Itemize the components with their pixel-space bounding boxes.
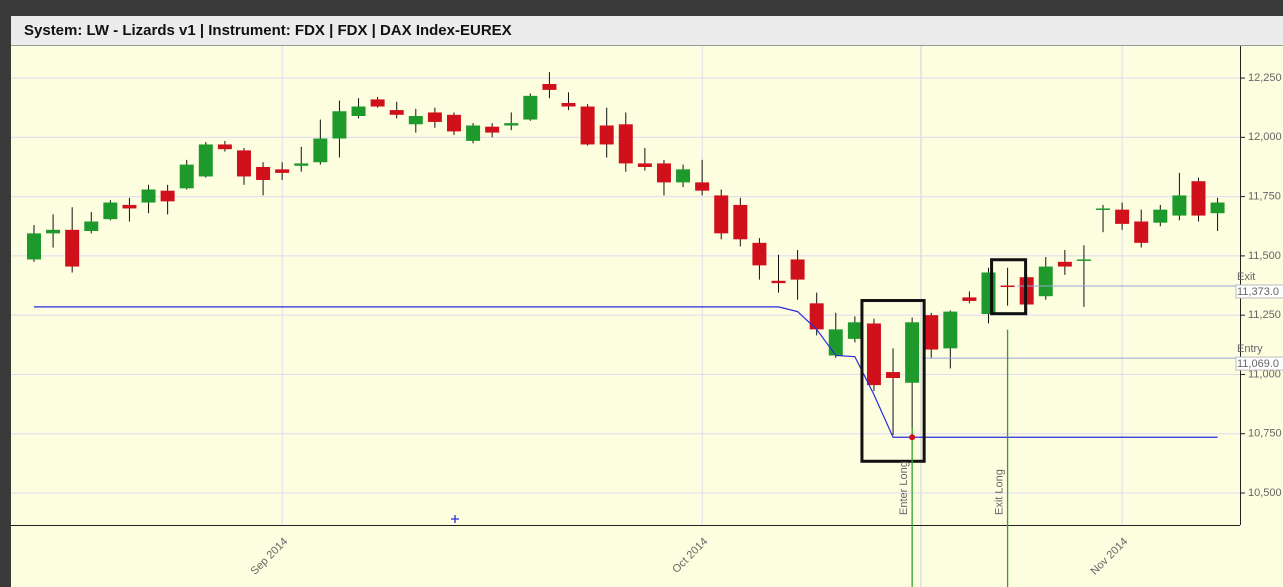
y-tick-label: 11,750	[1248, 191, 1281, 203]
level-name: Entry	[1237, 343, 1263, 355]
candle-body	[790, 259, 805, 280]
candle-body	[217, 144, 232, 150]
candle-body	[1038, 266, 1053, 297]
candle-body	[809, 303, 824, 330]
chart-bg	[11, 16, 1283, 587]
signal-label: Enter Long	[898, 461, 910, 515]
candle-body	[523, 95, 538, 120]
y-tick-label: 11,500	[1248, 250, 1281, 262]
candle-body	[122, 204, 137, 209]
candle-body	[676, 169, 691, 183]
candle-body	[618, 124, 633, 164]
y-tick-label: 12,250	[1248, 72, 1282, 84]
candle-body	[962, 297, 977, 301]
candle-body	[485, 126, 500, 133]
candle-body	[1076, 259, 1091, 261]
candle-body	[828, 329, 843, 356]
candle-body	[65, 229, 80, 267]
y-tick-label: 10,750	[1248, 428, 1282, 440]
candle-body	[714, 195, 729, 234]
candle-body	[847, 322, 862, 339]
y-tick-label: 11,000	[1248, 368, 1281, 380]
candle-body	[1057, 261, 1072, 267]
level-box	[1235, 356, 1283, 371]
candle-body	[256, 166, 271, 181]
candle-body	[886, 372, 901, 378]
candle-body	[1134, 221, 1149, 243]
candle-body	[695, 182, 710, 191]
signal-label: Exit Long	[993, 469, 1005, 515]
entry-dot	[909, 434, 916, 441]
candle-body	[1210, 202, 1225, 214]
y-tick-label: 10,500	[1248, 487, 1282, 499]
candle-body	[1115, 209, 1130, 224]
candle-body	[446, 114, 461, 132]
candle-body	[924, 315, 939, 350]
signal-box	[990, 258, 1028, 316]
candle-body	[46, 229, 61, 234]
level-box	[1235, 284, 1283, 299]
candle-body	[656, 163, 671, 183]
candle-body	[752, 242, 767, 266]
level-value: 11,069.0	[1237, 358, 1279, 370]
candle-body	[580, 106, 595, 145]
candle-body	[1096, 208, 1111, 210]
candle-body	[943, 311, 958, 349]
cursor-cross	[451, 515, 459, 523]
candle-body	[26, 233, 41, 260]
candle-body	[466, 125, 481, 141]
candle-body	[160, 190, 175, 202]
candle-body	[1191, 181, 1206, 216]
chart-title: System: LW - Lizards v1 | Instrument: FD…	[24, 22, 512, 39]
candle-body	[504, 123, 519, 126]
y-tick-label: 12,000	[1248, 131, 1282, 143]
candle-body	[198, 144, 213, 177]
signal-box	[860, 299, 926, 463]
candle-body	[141, 189, 156, 203]
candle-body	[294, 163, 309, 166]
candle-body	[351, 106, 366, 116]
candle-body	[733, 204, 748, 240]
candle-body	[1172, 195, 1187, 216]
candle-body	[637, 163, 652, 167]
candle-body	[103, 202, 118, 220]
candle-body	[332, 111, 347, 139]
candle-body	[905, 322, 920, 383]
level-value: 11,373.0	[1237, 286, 1279, 298]
candle-body	[599, 125, 614, 145]
candle-body	[771, 280, 786, 284]
candle-body	[542, 83, 557, 90]
candle-body	[179, 164, 194, 189]
candle-body	[561, 102, 576, 107]
candle-body	[1153, 209, 1168, 223]
candle-body	[408, 115, 423, 125]
stop-line	[33, 306, 1218, 438]
candle-body	[389, 110, 404, 115]
candle-body	[84, 221, 99, 231]
candle-body	[370, 99, 385, 107]
candle-body	[866, 323, 881, 386]
candle-body	[236, 150, 251, 177]
title-bar	[11, 16, 1283, 45]
marks	[26, 72, 1225, 438]
grid	[11, 46, 1240, 525]
y-tick-label: 11,250	[1248, 309, 1281, 321]
level-name: Exit	[1237, 271, 1255, 283]
candle-body	[427, 112, 442, 122]
candle-body	[1000, 285, 1015, 288]
candle-body	[981, 272, 996, 314]
candle-body	[313, 138, 328, 163]
candle-body	[275, 169, 290, 173]
